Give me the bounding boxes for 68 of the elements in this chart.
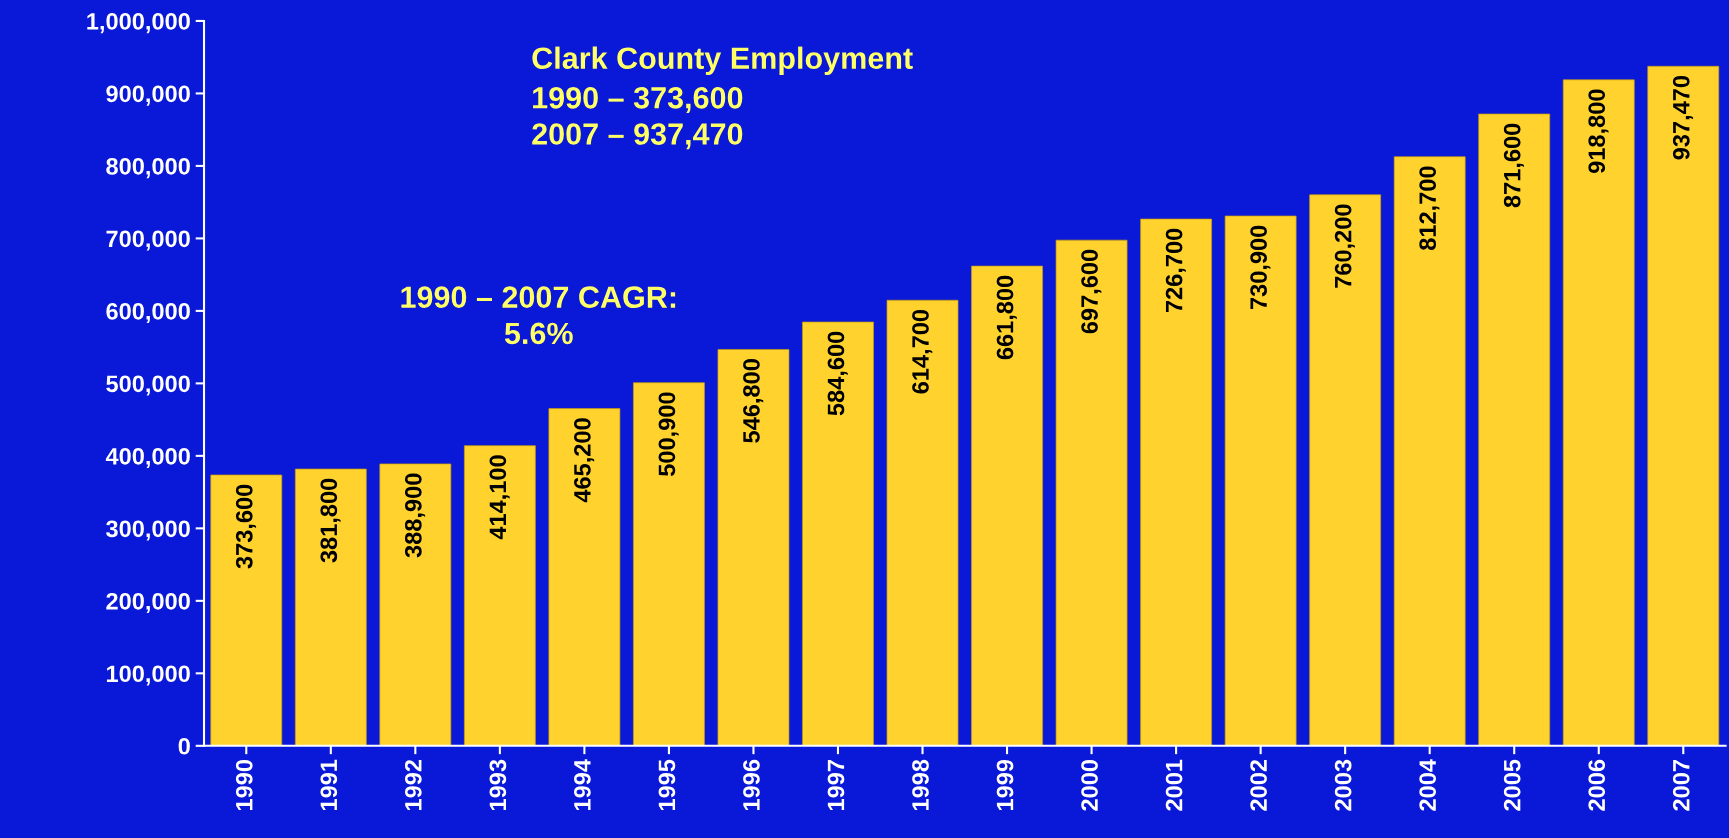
x-tick-label: 2004 (1419, 759, 1437, 811)
y-tick-label: 400,000 (105, 447, 190, 469)
data-label: 500,900 (658, 392, 679, 477)
y-tick-label: 300,000 (106, 520, 190, 541)
bar (464, 445, 536, 746)
x-tick-label: 2006 (1588, 759, 1606, 811)
bar (1647, 65, 1720, 746)
bar (633, 382, 705, 746)
x-tick-label: 1995 (658, 759, 676, 811)
annotation: 1990 – 373,600 2007 – 937,470 (532, 87, 743, 150)
data-label: 726,700 (1165, 228, 1186, 313)
data-label: 661,800 (996, 275, 1017, 360)
x-tick-label: 2007 (1672, 760, 1690, 811)
data-label: 373,600 (235, 484, 257, 569)
x-tick-label: 2002 (1250, 759, 1267, 811)
data-label: 812,700 (1419, 166, 1440, 251)
data-label: 546,800 (743, 359, 764, 443)
x-tick-label: 1993 (489, 759, 507, 811)
data-label: 918,800 (1588, 89, 1609, 174)
x-tick-label: 1999 (996, 759, 1014, 811)
data-label: 381,800 (320, 478, 341, 563)
bar (548, 408, 621, 746)
data-label: 871,600 (1503, 123, 1524, 208)
bar (1478, 113, 1551, 746)
data-label: 614,700 (912, 309, 933, 394)
x-tick-label: 2001 (1165, 759, 1183, 811)
data-label: 465,200 (574, 418, 595, 503)
data-label: 697,600 (1081, 249, 1102, 334)
y-tick-label: 900,000 (106, 85, 190, 106)
x-tick-label: 2005 (1503, 759, 1521, 811)
bar (294, 468, 367, 746)
bar (379, 463, 452, 746)
x-tick-label: 1994 (574, 759, 591, 811)
text: Clark County Employment (532, 46, 913, 76)
data-label: 584,600 (827, 331, 848, 416)
bar (210, 474, 283, 746)
data-label: 937,470 (1672, 75, 1694, 160)
bar (1309, 194, 1382, 746)
y-tick-label: 1,000,000 (87, 13, 190, 34)
x-tick-label: 1991 (320, 759, 338, 811)
annotation: 1990 – 2007 CAGR: 5.6% (401, 286, 676, 345)
y-tick-label: 100,000 (106, 665, 190, 686)
x-tick-label: 1998 (912, 759, 929, 811)
x-tick-label: 1996 (743, 759, 760, 811)
bar (1140, 218, 1212, 746)
y-tick-label: 700,000 (106, 230, 190, 251)
bar (1224, 215, 1297, 746)
data-label: 730,900 (1250, 225, 1271, 310)
bar (1393, 156, 1466, 746)
bar (1055, 239, 1128, 746)
bar (802, 321, 874, 746)
x-tick-label: 2003 (1334, 759, 1352, 811)
x-tick-label: 1997 (827, 760, 845, 811)
y-tick-label: 600,000 (106, 302, 190, 324)
bar (717, 349, 790, 746)
y-tick-label: 500,000 (106, 375, 190, 396)
bar (971, 265, 1043, 746)
x-tick-label: 2000 (1081, 759, 1098, 811)
bar (1562, 79, 1635, 746)
y-tick-label: 800,000 (106, 157, 190, 179)
y-tick-label: 0 (178, 737, 190, 755)
data-label: 760,200 (1334, 204, 1355, 288)
data-label: 414,100 (489, 455, 510, 540)
data-label: 388,900 (404, 473, 426, 558)
y-tick-label: 200,000 (106, 592, 190, 614)
x-tick-label: 1990 (235, 759, 253, 811)
x-tick-label: 1992 (404, 759, 422, 811)
bar (886, 299, 959, 746)
